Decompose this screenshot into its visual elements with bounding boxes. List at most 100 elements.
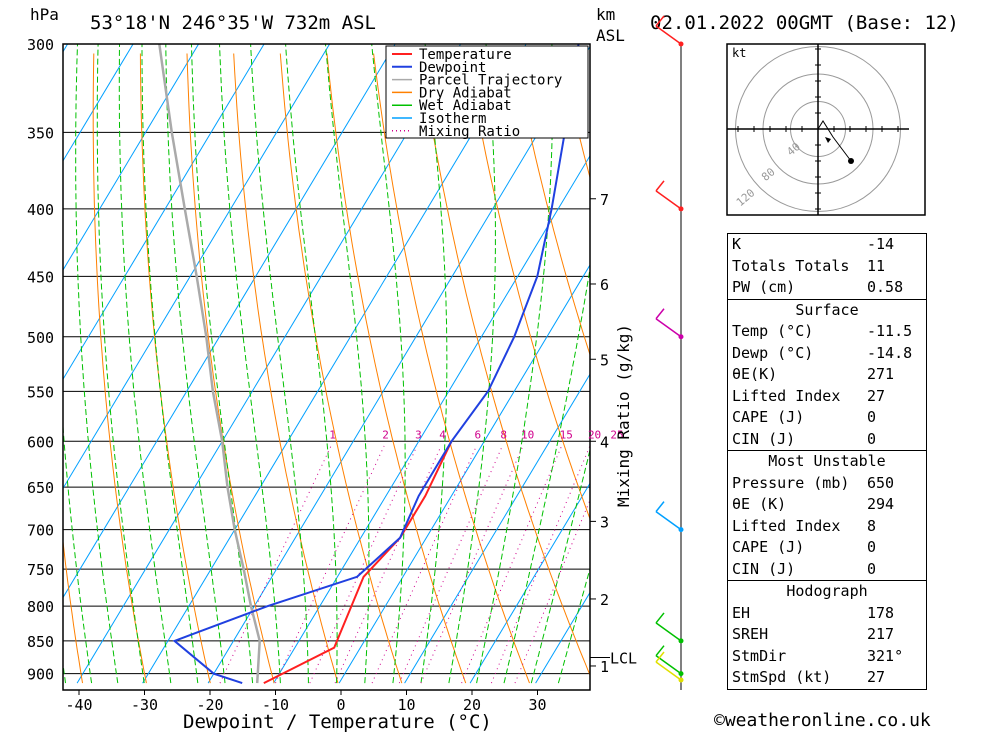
wet-adiabat-line bbox=[371, 44, 406, 684]
mixing-ratio-label: 4 bbox=[439, 428, 446, 441]
hodograph-param-label: EH bbox=[732, 603, 751, 622]
pressure-tick-label: 750 bbox=[27, 561, 54, 579]
mixing-ratio-label: 10 bbox=[521, 428, 534, 441]
mixing-ratio-line bbox=[490, 445, 590, 684]
most-unstable-value: 8 bbox=[867, 516, 877, 535]
legend-label: Temperature bbox=[419, 47, 512, 63]
x-tick-label: -10 bbox=[262, 696, 289, 714]
wind-barb bbox=[655, 651, 682, 681]
km-tick-label: 6 bbox=[600, 276, 609, 294]
hodograph-unit: kt bbox=[732, 46, 746, 60]
hodograph-params-title: Hodograph bbox=[786, 582, 868, 600]
hodograph-param-value: 217 bbox=[867, 625, 895, 643]
index-row: K -14 bbox=[728, 234, 926, 256]
mixing-ratio-label: 6 bbox=[474, 428, 481, 441]
surface-label: Temp (°C) bbox=[732, 322, 814, 340]
most-unstable-title: Most Unstable bbox=[768, 452, 886, 470]
wind-barb bbox=[655, 180, 682, 210]
copyright: ©weatheronline.co.uk bbox=[714, 710, 931, 731]
legend-label: Isotherm bbox=[419, 111, 486, 127]
wet-adiabat-line bbox=[448, 44, 496, 684]
most-unstable-row: CAPE (J) 0 bbox=[728, 537, 926, 559]
pressure-tick-label: 450 bbox=[27, 268, 54, 286]
index-value: -14 bbox=[867, 235, 895, 253]
most-unstable-row: θE (K) 294 bbox=[728, 494, 926, 516]
hodograph-param-value: 321° bbox=[867, 646, 904, 665]
pressure-tick-label: 550 bbox=[27, 383, 54, 401]
indices-table: K -14 Totals Totals 11 PW (cm) 0.58 Surface T… bbox=[727, 233, 927, 690]
km-tick-label: 5 bbox=[600, 351, 609, 369]
wet-adiabat-line bbox=[285, 44, 338, 684]
km-tick-label: 1 bbox=[600, 658, 609, 676]
index-label: K bbox=[732, 235, 742, 253]
pressure-tick-label: 800 bbox=[27, 598, 54, 616]
legend-label: Parcel Trajectory bbox=[419, 73, 562, 89]
legend-label: Mixing Ratio bbox=[419, 124, 520, 140]
dewpoint-line bbox=[172, 44, 580, 685]
wet-adiabat-line bbox=[165, 44, 226, 684]
wind-barb bbox=[655, 501, 682, 531]
mixing-ratio-line bbox=[514, 498, 590, 684]
isotherm-line bbox=[63, 44, 200, 271]
mixing-ratio-label: 15 bbox=[560, 428, 573, 441]
surface-value: -11.5 bbox=[867, 322, 913, 340]
dry-adiabat-line bbox=[326, 53, 467, 684]
legend-label: Wet Adiabat bbox=[419, 98, 512, 114]
surface-value: 0 bbox=[867, 408, 877, 426]
plot-frame bbox=[62, 43, 591, 691]
isotherm-line bbox=[273, 154, 590, 684]
surface-row: Temp (°C) -11.5 bbox=[728, 321, 926, 343]
surface-value: 27 bbox=[867, 386, 886, 405]
x-tick-label: 20 bbox=[463, 696, 481, 714]
most-unstable-label: Pressure (mb) bbox=[732, 473, 850, 492]
wet-adiabat-line bbox=[63, 420, 93, 684]
most-unstable-row: Lifted Index 8 bbox=[728, 516, 926, 538]
hodograph-param-row: SREH 217 bbox=[728, 624, 926, 646]
km-tick-label: 3 bbox=[600, 513, 609, 531]
surface-section: Surface Temp (°C) -11.5 Dewp (°C) -14.8 θE(K… bbox=[728, 298, 926, 451]
surface-value: 271 bbox=[867, 365, 895, 383]
wind-barb bbox=[655, 645, 682, 675]
hodograph-param-label: StmDir bbox=[732, 646, 787, 665]
x-tick-label: -40 bbox=[65, 696, 92, 714]
dry-adiabat-line bbox=[63, 537, 83, 684]
km-tick-label: 7 bbox=[600, 191, 609, 209]
isotherm-line bbox=[63, 44, 396, 599]
wet-adiabat-line bbox=[476, 44, 554, 684]
wet-adiabat-line bbox=[325, 44, 370, 684]
isotherm-line bbox=[63, 44, 265, 381]
most-unstable-value: 0 bbox=[867, 538, 877, 556]
hodograph-param-row: StmSpd (kt) 27 bbox=[728, 667, 926, 689]
isotherm-line bbox=[63, 44, 134, 162]
mixing-ratio-line bbox=[461, 445, 563, 684]
mixing-ratio-label: 1 bbox=[329, 428, 336, 441]
wind-barb bbox=[655, 612, 682, 642]
parcel-trajectory-line bbox=[158, 44, 261, 684]
most-unstable-label: CAPE (J) bbox=[732, 538, 805, 556]
index-label: Totals Totals bbox=[732, 256, 850, 275]
asl-label: ASL bbox=[596, 26, 625, 45]
x-tick-label: -20 bbox=[196, 696, 223, 714]
wind-barb bbox=[655, 308, 682, 338]
pressure-tick-label: 600 bbox=[27, 433, 54, 451]
mixing-ratio-line bbox=[334, 445, 442, 684]
wet-adiabat-line bbox=[75, 44, 119, 684]
most-unstable-value: 0 bbox=[867, 559, 877, 578]
isotherm-line bbox=[142, 44, 527, 684]
surface-row: Dewp (°C) -14.8 bbox=[728, 343, 926, 365]
mixing-ratio-label: 2 bbox=[382, 428, 389, 441]
isotherm-line bbox=[207, 45, 590, 684]
surface-value: -14.8 bbox=[867, 343, 913, 362]
mixing-ratio-label: 25 bbox=[610, 428, 623, 441]
most-unstable-value: 650 bbox=[867, 473, 895, 492]
hodograph-param-label: SREH bbox=[732, 625, 769, 643]
most-unstable-label: CIN (J) bbox=[732, 559, 796, 578]
date-title: 02.01.2022 00GMT (Base: 12) bbox=[650, 12, 959, 34]
pressure-tick-label: 650 bbox=[27, 479, 54, 497]
dry-adiabat-line bbox=[186, 53, 275, 684]
mixing-ratio-line bbox=[420, 445, 524, 684]
surface-label: θE(K) bbox=[732, 365, 778, 383]
dry-adiabat-line bbox=[419, 53, 590, 677]
temperature-line bbox=[263, 440, 453, 684]
